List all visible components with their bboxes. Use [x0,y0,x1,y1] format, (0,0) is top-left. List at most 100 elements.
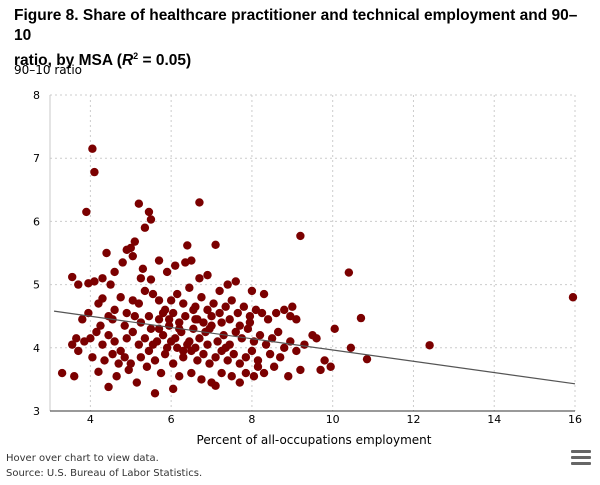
scatter-point[interactable] [199,349,208,359]
scatter-point[interactable] [271,308,281,318]
scatter-point[interactable] [203,270,212,280]
scatter-point[interactable] [164,315,174,324]
scatter-point[interactable] [156,368,166,378]
scatter-point[interactable] [223,356,232,365]
scatter-point[interactable] [134,199,144,208]
scatter-point[interactable] [181,312,190,321]
scatter-point[interactable] [120,321,129,330]
scatter-point[interactable] [229,349,238,359]
scatter-point[interactable] [134,340,144,349]
scatter-point[interactable] [72,334,81,343]
scatter-point[interactable] [217,368,226,378]
scatter-point[interactable] [189,305,198,315]
scatter-point[interactable] [356,313,366,323]
scatter-point[interactable] [150,356,160,365]
scatter-point[interactable] [300,340,309,349]
scatter-point[interactable] [221,302,230,311]
scatter-point[interactable] [193,356,202,365]
scatter-point[interactable] [118,258,127,267]
scatter-point[interactable] [126,243,135,253]
scatter-point[interactable] [98,294,107,303]
scatter-point[interactable] [245,312,255,321]
scatter-point[interactable] [257,308,267,318]
scatter-point[interactable] [235,321,245,330]
scatter-point[interactable] [273,327,283,337]
scatter-point[interactable] [187,256,196,265]
scatter-point[interactable] [265,349,275,359]
scatter-point[interactable] [168,384,178,394]
scatter-point[interactable] [120,353,129,362]
scatter-point[interactable] [239,302,249,311]
scatter-point[interactable] [241,353,251,362]
scatter-point[interactable] [110,267,119,277]
scatter-point[interactable] [136,274,146,283]
scatter-point[interactable] [98,340,107,349]
scatter-point[interactable] [205,359,214,368]
scatter-point[interactable] [110,337,119,346]
scatter-point[interactable] [179,346,188,356]
scatter-point[interactable] [108,349,117,359]
scatter-point[interactable] [193,315,202,324]
scatter-point[interactable] [114,359,123,368]
scatter-point[interactable] [247,286,257,296]
scatter-point[interactable] [185,337,194,346]
scatter-point[interactable] [227,372,236,381]
scatter-point[interactable] [213,337,222,346]
scatter-point[interactable] [173,289,182,299]
scatter-point[interactable] [269,362,279,371]
scatter-point[interactable] [104,330,113,340]
scatter-point[interactable] [215,308,224,318]
scatter-point[interactable] [247,346,257,356]
scatter-point[interactable] [168,359,178,368]
scatter-point[interactable] [227,296,236,305]
scatter-point[interactable] [362,354,372,364]
scatter-point[interactable] [154,256,164,265]
scatter-point[interactable] [284,372,293,381]
scatter-point[interactable] [162,267,172,277]
scatter-point[interactable] [221,343,230,352]
scatter-point[interactable] [225,315,234,324]
scatter-point[interactable] [259,289,269,299]
scatter-point[interactable] [98,274,107,283]
scatter-point[interactable] [187,368,196,378]
scatter-point[interactable] [144,207,154,217]
scatter-point[interactable] [94,367,103,377]
scatter-point[interactable] [197,375,206,384]
scatter-point[interactable] [116,293,125,302]
scatter-point[interactable] [195,198,204,207]
scatter-point[interactable] [255,330,265,340]
scatter-point[interactable] [261,340,271,349]
scatter-point[interactable] [110,305,119,315]
scatter-point[interactable] [78,315,87,324]
scatter-point[interactable] [312,334,321,343]
scatter-point[interactable] [215,286,224,296]
scatter-point[interactable] [142,362,152,371]
scatter-point[interactable] [146,215,156,224]
scatter-point[interactable] [104,382,113,392]
scatter-point[interactable] [203,305,212,315]
scatter-point[interactable] [320,356,329,365]
scatter-point[interactable] [179,353,188,362]
scatter-point[interactable] [90,277,99,286]
scatter-point[interactable] [154,296,164,305]
scatter-point[interactable] [68,340,77,349]
scatter-point[interactable] [235,378,245,387]
scatter-point[interactable] [168,308,178,318]
scatter-point[interactable] [346,343,356,352]
scatter-point[interactable] [185,283,194,292]
scatter-point[interactable] [275,353,285,362]
chart-menu-button[interactable] [571,450,591,466]
scatter-point[interactable] [102,248,111,258]
scatter-point[interactable] [205,324,214,334]
scatter-point[interactable] [122,308,131,318]
scatter-point[interactable] [154,315,164,324]
scatter-point[interactable] [160,349,170,359]
scatter-point[interactable] [568,293,578,302]
scatter-point[interactable] [330,324,339,334]
scatter-point[interactable] [237,334,247,343]
scatter-point[interactable] [90,167,99,177]
scatter-point[interactable] [241,368,251,378]
scatter-point[interactable] [116,346,125,356]
scatter-point[interactable] [148,340,158,349]
